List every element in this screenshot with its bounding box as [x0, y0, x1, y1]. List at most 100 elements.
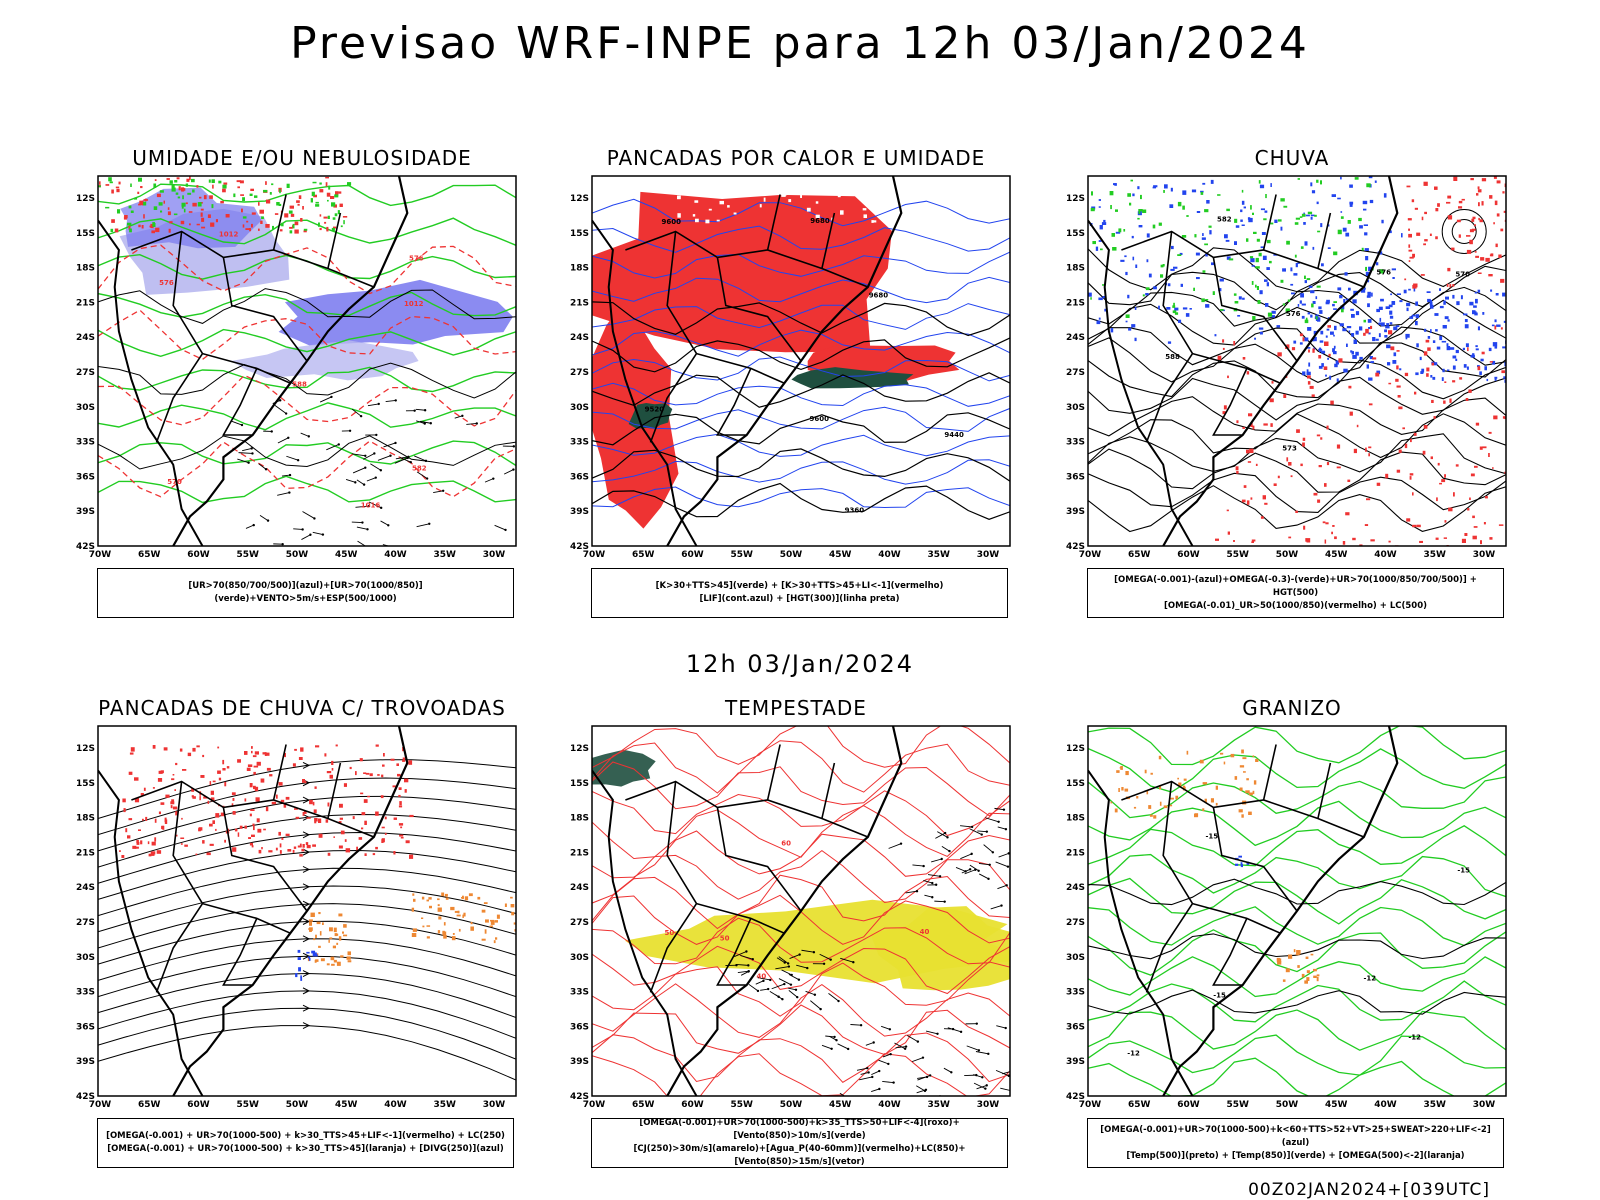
legend-granizo: [OMEGA(-0.001)+UR>70(1000-500)+k<60+TTS>…: [1087, 1118, 1504, 1168]
rain-speckle-red: [1396, 469, 1401, 473]
lon-tick-label: 50W: [780, 550, 803, 560]
thunderstorm-speckle-red: [312, 801, 315, 806]
rain-speckle-blue: [1306, 369, 1309, 373]
omega-speckle-orange: [1177, 777, 1179, 780]
rain-speckle-red: [1474, 224, 1476, 227]
rain-speckle-green: [1311, 303, 1314, 308]
wind-vector-head: [987, 877, 990, 881]
thunderstorm-speckle-red: [134, 777, 139, 781]
red-speckle: [114, 228, 119, 233]
lifted-index-contour: [592, 382, 1010, 407]
rain-speckle-blue: [1456, 301, 1460, 306]
rain-speckle-green: [1295, 217, 1300, 220]
thunderstorm-speckle-red: [244, 825, 247, 829]
rain-speckle-green: [1138, 211, 1141, 215]
country-border: [222, 807, 308, 912]
rain-speckle-green: [1256, 238, 1260, 242]
rain-speckle-red: [1309, 385, 1314, 389]
wind-vector-head: [367, 504, 371, 508]
rain-speckle-green: [1305, 317, 1308, 321]
thunderstorm-speckle-red: [140, 793, 144, 796]
wind-vector-head: [915, 890, 919, 893]
wind-vector-head: [288, 473, 292, 477]
omega-speckle-orange: [1159, 785, 1162, 790]
rain-speckle-blue: [1340, 211, 1343, 213]
wind-vector-head: [330, 395, 333, 399]
lon-tick-label: 35W: [434, 550, 457, 560]
country-border: [649, 903, 698, 993]
rain-speckle-blue: [1297, 304, 1300, 307]
rain-speckle-blue: [1254, 337, 1256, 340]
contour-label: 576: [1286, 310, 1301, 318]
thickness-contour-red: [98, 374, 516, 427]
rain-speckle-blue: [1353, 339, 1357, 344]
wind-vector-head: [872, 1041, 875, 1044]
red-speckle: [203, 195, 207, 200]
rain-speckle-green: [1129, 202, 1132, 206]
rain-speckle-blue: [1403, 289, 1407, 294]
rain-speckle-blue: [1306, 371, 1311, 376]
lon-tick-label: 60W: [1177, 1100, 1200, 1110]
thunderstorm-speckle-orange: [451, 936, 456, 941]
lat-tick-label: 21S: [1066, 848, 1085, 858]
rain-speckle-red: [1495, 243, 1498, 248]
rain-speckle-blue: [1098, 297, 1103, 301]
white-speckle: [743, 193, 747, 195]
rain-speckle-blue: [1350, 350, 1353, 353]
thunderstorm-speckle-red: [380, 795, 384, 799]
rain-speckle-green: [1257, 300, 1261, 304]
thunderstorm-speckle-orange: [309, 922, 312, 926]
rain-speckle-blue: [1185, 313, 1190, 317]
omega-speckle-orange: [1121, 787, 1124, 791]
west-coastline: [1088, 219, 1194, 546]
thunderstorm-speckle-red: [179, 748, 183, 752]
rain-speckle-blue: [1310, 214, 1315, 217]
rain-speckle-blue: [1148, 273, 1152, 278]
thunderstorm-speckle-red: [157, 778, 163, 782]
rain-speckle-red: [1409, 256, 1414, 259]
height-300-contour: [592, 482, 1010, 520]
rain-speckle-blue: [1152, 186, 1156, 189]
rain-speckle-blue: [1442, 368, 1445, 373]
rain-speckle-red: [1390, 346, 1395, 351]
rain-speckle-blue: [1494, 319, 1497, 323]
wind-vector-head: [1004, 827, 1008, 831]
rain-speckle-blue: [1098, 240, 1102, 242]
rain-speckle-blue: [1098, 317, 1101, 320]
wind-vector: [326, 444, 339, 451]
thunderstorm-speckle-red: [209, 781, 212, 786]
rain-speckle-blue: [1132, 256, 1135, 261]
wind-vector-head: [441, 489, 445, 492]
wind-vector-head: [887, 1062, 890, 1066]
rain-speckle-blue: [1266, 267, 1270, 270]
rain-speckle-blue: [1392, 277, 1395, 279]
country-border: [327, 212, 342, 269]
rain-speckle-blue: [1167, 341, 1172, 344]
omega-speckle-orange: [1255, 758, 1259, 762]
rain-speckle-red: [1437, 462, 1440, 466]
wind-vector-head: [394, 441, 397, 445]
thunderstorm-speckle-red: [138, 829, 141, 831]
rain-speckle-blue: [1146, 259, 1149, 263]
height-300-contour: [592, 301, 1010, 337]
rain-speckle-blue: [1460, 295, 1463, 300]
country-border: [222, 368, 258, 436]
rain-speckle-blue: [1434, 313, 1439, 316]
rain-speckle-blue: [1378, 322, 1381, 325]
red-speckle: [215, 219, 218, 223]
thunderstorm-speckle-orange: [347, 951, 351, 956]
rain-speckle-blue: [1416, 343, 1419, 348]
white-speckle: [900, 191, 903, 195]
omega-speckle-orange: [1136, 796, 1139, 799]
country-border: [272, 744, 287, 801]
wind-vector-head: [512, 445, 516, 448]
thunderstorm-speckle-red: [280, 799, 285, 803]
rain-speckle-blue: [1367, 303, 1370, 308]
thunderstorm-speckle-red: [384, 816, 387, 820]
wind-vector-head: [1006, 865, 1010, 868]
rain-speckle-blue: [1466, 366, 1469, 370]
omega-speckle-orange: [1252, 790, 1255, 795]
wind-850-area: [592, 749, 656, 787]
rain-speckle-blue: [1441, 340, 1447, 343]
rain-speckle-blue: [1465, 343, 1469, 348]
